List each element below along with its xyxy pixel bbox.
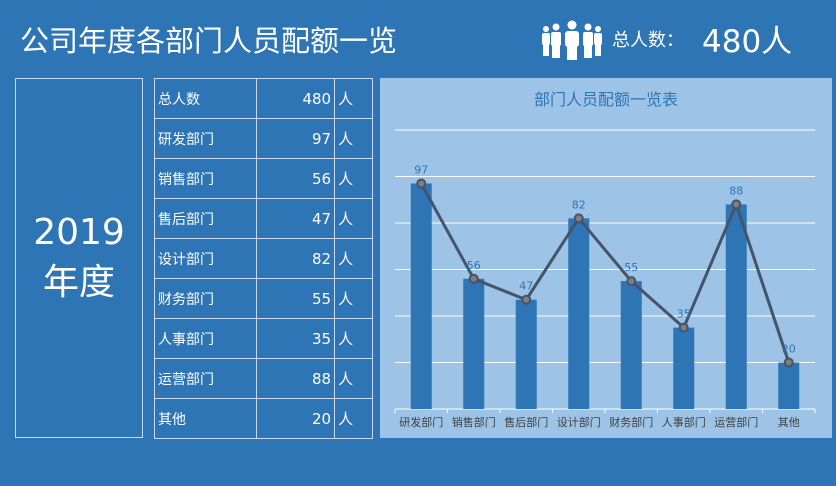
dept-count: 55 <box>256 278 336 319</box>
unit: 人 <box>334 118 373 159</box>
bar <box>620 281 642 409</box>
line-marker <box>521 294 532 305</box>
unit: 人 <box>334 358 373 399</box>
unit: 人 <box>334 198 373 239</box>
dept-count: 97 <box>256 118 336 159</box>
data-label: 88 <box>729 184 743 197</box>
data-label: 47 <box>519 280 533 293</box>
unit: 人 <box>334 278 373 319</box>
unit: 人 <box>334 318 373 359</box>
dept-name: 售后部门 <box>153 198 258 239</box>
table-row: 人事部门 35 人 <box>153 318 373 359</box>
data-label: 82 <box>572 198 586 211</box>
data-label: 35 <box>677 308 691 321</box>
line-marker <box>468 273 479 284</box>
x-tick-label: 人事部门 <box>662 415 706 429</box>
year-suffix: 年度 <box>42 262 115 303</box>
bar <box>673 327 695 409</box>
unit: 人 <box>334 158 373 199</box>
dept-count: 480 <box>256 78 336 119</box>
data-label: 20 <box>782 343 796 356</box>
x-tick-label: 财务部门 <box>609 415 653 429</box>
dept-name: 销售部门 <box>153 158 258 199</box>
line-marker <box>783 357 794 368</box>
table-row: 售后部门 47 人 <box>153 198 373 239</box>
dept-count: 82 <box>256 238 336 279</box>
people-group-icon <box>542 20 602 60</box>
bar <box>410 183 432 409</box>
year-box: 2019 年度 <box>15 78 143 438</box>
table-row: 设计部门 82 人 <box>153 238 373 279</box>
line-marker <box>416 178 427 189</box>
bar <box>463 278 485 409</box>
dept-count: 88 <box>256 358 336 399</box>
line-marker <box>678 322 689 333</box>
bar <box>515 299 537 409</box>
table-row: 财务部门 55 人 <box>153 278 373 319</box>
dept-count: 35 <box>256 318 336 359</box>
x-tick-label: 运营部门 <box>714 415 758 429</box>
table-row: 运营部门 88 人 <box>153 358 373 399</box>
chart-title: 部门人员配额一览表 <box>534 90 678 109</box>
table-row: 其他 20 人 <box>153 398 373 439</box>
x-tick-label: 售后部门 <box>504 415 548 429</box>
total-value: 480人 <box>702 24 793 60</box>
unit: 人 <box>334 398 373 439</box>
series-line <box>419 182 791 363</box>
table-row: 总人数 480 人 <box>153 78 373 119</box>
data-label: 97 <box>414 163 428 176</box>
unit: 人 <box>334 78 373 119</box>
bar <box>568 218 590 409</box>
dept-count: 56 <box>256 158 336 199</box>
page-title: 公司年度各部门人员配额一览 <box>20 24 398 58</box>
dept-name: 人事部门 <box>153 318 258 359</box>
x-tick-label: 销售部门 <box>452 415 496 429</box>
dept-name: 研发部门 <box>153 118 258 159</box>
year-number: 2019 <box>33 212 125 253</box>
bar <box>778 362 800 409</box>
dept-name: 设计部门 <box>153 238 258 279</box>
unit: 人 <box>334 238 373 279</box>
table-row: 销售部门 56 人 <box>153 158 373 199</box>
dept-count: 47 <box>256 198 336 239</box>
dept-name: 财务部门 <box>153 278 258 319</box>
dept-name: 其他 <box>153 398 258 439</box>
dept-name: 总人数 <box>153 78 258 119</box>
x-tick-label: 研发部门 <box>399 415 443 429</box>
line-marker <box>573 213 584 224</box>
dept-count: 20 <box>256 398 336 439</box>
line-marker <box>731 199 742 210</box>
dept-name: 运营部门 <box>153 358 258 399</box>
x-tick-label: 设计部门 <box>557 415 601 429</box>
line-marker <box>626 276 637 287</box>
headcount-chart: 部门人员配额一览表研发部门 销售部门 售后部门 设计部门 财务部门 人事部门 运营部门 其他 9… <box>380 78 832 438</box>
table-row: 研发部门 97 人 <box>153 118 373 159</box>
data-label: 56 <box>467 259 481 272</box>
x-tick-label: 其他 <box>778 416 800 429</box>
headcount-table: 总人数 480 人研发部门 97 人销售部门 56 人售后部门 47 人设计部门 82 人财务部门 5… <box>153 78 373 439</box>
bar <box>725 204 747 409</box>
data-label: 55 <box>624 261 638 274</box>
total-label: 总人数： <box>612 30 684 51</box>
